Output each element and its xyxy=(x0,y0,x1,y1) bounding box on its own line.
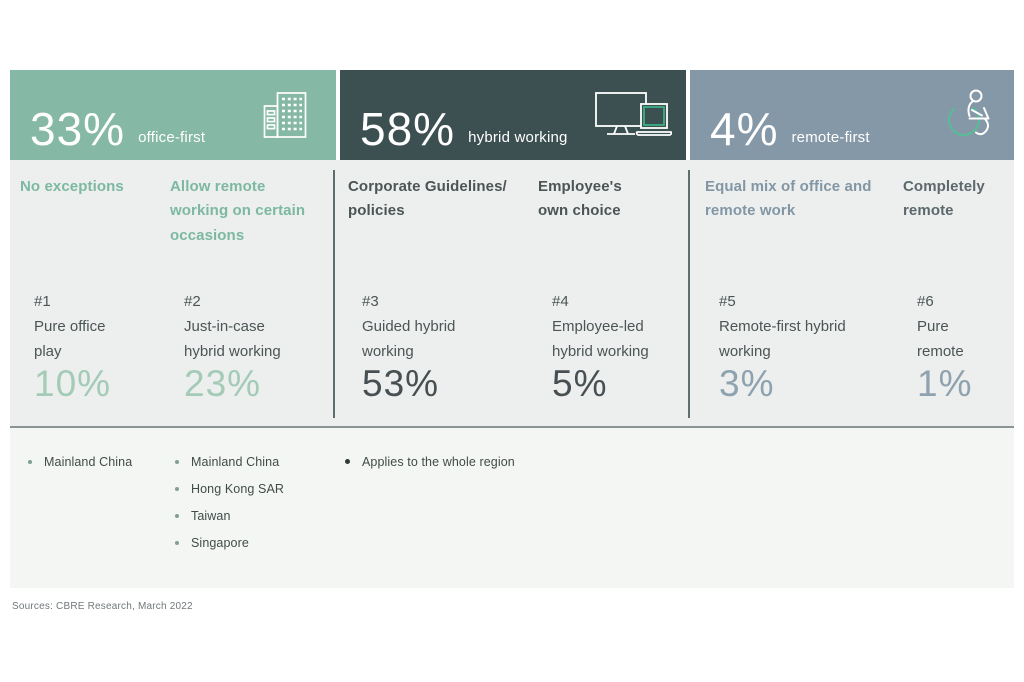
market-label: Mainland China xyxy=(191,454,280,469)
office-building-icon xyxy=(263,91,307,144)
header-band: 33% office-first xyxy=(10,70,1014,160)
approach-label: Corporate Guidelines/ policies xyxy=(348,178,507,220)
style-share: 10% xyxy=(34,363,112,404)
style-rank: #2 xyxy=(184,293,201,310)
bullet-icon xyxy=(175,459,179,464)
office-first-share: 33% xyxy=(30,103,126,155)
market-item: Singapore xyxy=(175,529,284,556)
hybrid-working-label: hybrid working xyxy=(468,129,568,146)
style-share: 23% xyxy=(184,363,262,404)
style-name: Just-in-case hybrid working xyxy=(184,317,281,360)
style-cell-1: No exceptions #1 Pure office play 10% xyxy=(20,160,160,426)
market-label: Applies to the whole region xyxy=(362,454,515,469)
monitor-laptop-icon xyxy=(595,92,673,145)
style-share: 1% xyxy=(917,363,973,404)
bullet-icon xyxy=(28,459,32,464)
style-name: Guided hybrid working xyxy=(362,317,456,360)
markets-style-1: Mainland China xyxy=(28,448,132,475)
style-name: Pure remote xyxy=(917,317,964,360)
markets-style-2: Mainland China Hong Kong SAR Taiwan Sing… xyxy=(175,448,284,556)
market-label: Taiwan xyxy=(191,508,231,523)
style-detail: #1 Pure office play xyxy=(34,290,122,365)
style-rank: #1 xyxy=(34,293,51,310)
market-item: Mainland China xyxy=(28,448,132,475)
hybrid-working-share: 58% xyxy=(360,103,456,155)
markets-style-3: Applies to the whole region xyxy=(345,448,515,475)
bullet-icon xyxy=(175,486,179,491)
office-first-label: office-first xyxy=(138,129,206,146)
remote-first-label: remote-first xyxy=(791,129,870,146)
approach-label: Allow remote working on certain occasion… xyxy=(170,178,306,244)
approach-label: Completely remote xyxy=(903,178,985,220)
market-item: Hong Kong SAR xyxy=(175,475,284,502)
remote-first-share: 4% xyxy=(710,103,779,155)
sources-note: Sources: CBRE Research, March 2022 xyxy=(12,601,193,612)
header-office-first: 33% office-first xyxy=(10,70,336,160)
style-rank: #4 xyxy=(552,293,569,310)
style-name: Pure office play xyxy=(34,317,106,360)
approach-label: Equal mix of office and remote work xyxy=(705,178,872,220)
style-rank: #3 xyxy=(362,293,379,310)
style-cell-4: Employee's own choice #4 Employee-led hy… xyxy=(538,160,678,426)
style-share: 53% xyxy=(362,363,440,404)
style-detail: #6 Pure remote xyxy=(917,290,977,365)
style-detail: #3 Guided hybrid working xyxy=(362,290,484,365)
market-label: Mainland China xyxy=(44,454,133,469)
style-name: Employee-led hybrid working xyxy=(552,317,649,360)
approach-label: Employee's own choice xyxy=(538,178,622,220)
style-cell-6: Completely remote #6 Pure remote 1% xyxy=(903,160,1008,426)
column-divider xyxy=(333,170,335,418)
approach-label: No exceptions xyxy=(20,178,124,195)
column-divider xyxy=(688,170,690,418)
style-detail: #4 Employee-led hybrid working xyxy=(552,290,680,365)
style-detail: #5 Remote-first hybrid working xyxy=(719,290,847,365)
style-cell-2: Allow remote working on certain occasion… xyxy=(170,160,320,426)
market-item: Taiwan xyxy=(175,502,284,529)
style-share: 3% xyxy=(719,363,775,404)
style-cell-3: Corporate Guidelines/ policies #3 Guided… xyxy=(348,160,528,426)
market-item: Mainland China xyxy=(175,448,284,475)
style-cell-5: Equal mix of office and remote work #5 R… xyxy=(705,160,885,426)
style-share: 5% xyxy=(552,363,608,404)
market-label: Singapore xyxy=(191,535,249,550)
style-detail: #2 Just-in-case hybrid working xyxy=(184,290,306,365)
working-style-matrix: No exceptions #1 Pure office play 10% Al… xyxy=(10,160,1014,428)
market-notes-band: Mainland China Mainland China Hong Kong … xyxy=(10,428,1014,588)
bullet-icon xyxy=(345,459,350,464)
header-remote-first: 4% remote-first xyxy=(690,70,1014,160)
bullet-icon xyxy=(175,513,179,518)
market-label: Hong Kong SAR xyxy=(191,481,285,496)
bullet-icon xyxy=(175,540,179,545)
header-hybrid-working: 58% hybrid working xyxy=(340,70,686,160)
market-item: Applies to the whole region xyxy=(345,448,515,475)
style-rank: #5 xyxy=(719,293,736,310)
style-name: Remote-first hybrid working xyxy=(719,317,846,360)
remote-worker-icon xyxy=(947,88,993,145)
style-rank: #6 xyxy=(917,293,934,310)
